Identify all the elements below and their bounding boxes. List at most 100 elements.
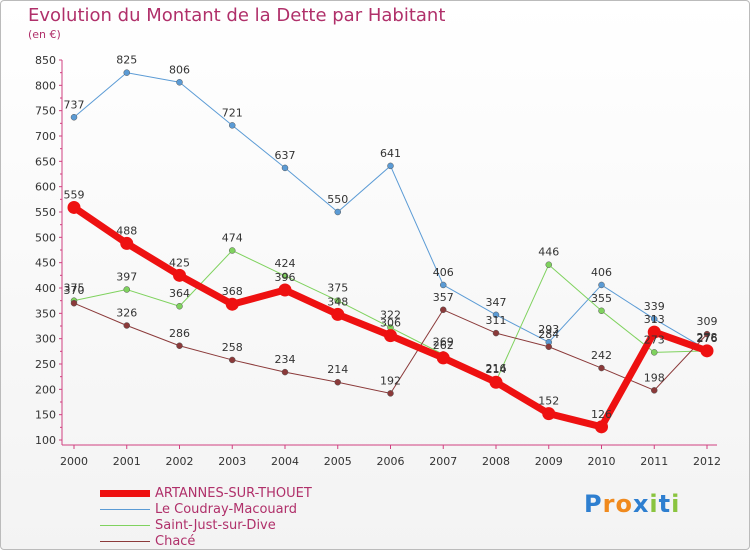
data-label: 825 bbox=[116, 54, 137, 67]
x-tick-label: 2002 bbox=[166, 455, 194, 468]
data-point bbox=[334, 378, 341, 386]
data-point bbox=[334, 208, 341, 216]
data-point bbox=[545, 343, 552, 351]
data-point bbox=[492, 311, 500, 319]
data-point bbox=[331, 307, 345, 321]
data-label: 311 bbox=[486, 314, 507, 327]
data-point bbox=[598, 364, 605, 372]
data-label: 322 bbox=[380, 309, 401, 322]
data-point bbox=[651, 315, 658, 323]
x-tick-label: 2001 bbox=[113, 455, 141, 468]
data-point bbox=[334, 297, 341, 304]
data-point bbox=[436, 351, 450, 365]
data-point bbox=[176, 302, 183, 310]
logo-letter: i bbox=[671, 490, 681, 518]
data-label: 214 bbox=[486, 363, 507, 376]
y-tick-label: 250 bbox=[35, 358, 56, 371]
data-label: 286 bbox=[169, 327, 190, 340]
data-label: 488 bbox=[116, 224, 137, 237]
data-point bbox=[281, 368, 289, 376]
data-point bbox=[281, 164, 289, 172]
data-label: 234 bbox=[275, 353, 296, 366]
data-label: 370 bbox=[64, 284, 85, 297]
data-label: 126 bbox=[591, 408, 612, 421]
x-tick-label: 2003 bbox=[218, 455, 246, 468]
y-tick-label: 450 bbox=[35, 257, 56, 270]
data-point bbox=[229, 247, 236, 254]
legend-label: Saint-Just-sur-Dive bbox=[155, 518, 276, 533]
y-tick-label: 600 bbox=[35, 181, 56, 194]
data-point bbox=[123, 322, 130, 329]
data-label: 269 bbox=[433, 335, 454, 348]
data-label: 347 bbox=[486, 296, 507, 309]
data-point bbox=[703, 330, 711, 338]
legend-label: Chacé bbox=[155, 534, 196, 549]
y-tick-label: 650 bbox=[35, 155, 56, 168]
legend-swatch bbox=[100, 541, 150, 542]
data-label: 396 bbox=[275, 271, 296, 284]
data-label: 242 bbox=[591, 349, 612, 362]
data-label: 368 bbox=[222, 285, 243, 298]
legend-swatch bbox=[100, 490, 150, 497]
x-tick-label: 2010 bbox=[588, 455, 616, 468]
y-tick-label: 350 bbox=[35, 307, 56, 320]
data-label: 364 bbox=[169, 287, 190, 300]
data-label: 721 bbox=[222, 106, 243, 119]
data-point bbox=[492, 329, 500, 337]
data-label: 424 bbox=[275, 257, 296, 270]
data-point bbox=[70, 299, 78, 307]
data-point bbox=[225, 297, 239, 311]
data-point bbox=[176, 342, 183, 350]
data-point bbox=[384, 329, 397, 343]
x-tick-label: 2005 bbox=[324, 455, 352, 468]
data-label: 216 bbox=[486, 362, 507, 375]
data-label: 425 bbox=[169, 256, 190, 269]
y-tick-label: 500 bbox=[35, 231, 56, 244]
logo-letter: t bbox=[658, 490, 672, 518]
x-tick-label: 2007 bbox=[429, 455, 457, 468]
data-label: 446 bbox=[538, 246, 559, 259]
data-point bbox=[440, 306, 447, 314]
data-label: 276 bbox=[697, 332, 718, 345]
data-point bbox=[387, 390, 394, 397]
x-tick-label: 2008 bbox=[482, 455, 510, 468]
data-label: 355 bbox=[591, 292, 612, 305]
data-point bbox=[281, 272, 289, 280]
data-label: 313 bbox=[644, 313, 665, 326]
logo-letter: i bbox=[649, 490, 659, 518]
data-point bbox=[120, 236, 134, 250]
y-tick-label: 400 bbox=[35, 282, 56, 295]
data-point bbox=[700, 344, 714, 358]
data-point bbox=[123, 286, 130, 293]
data-label: 397 bbox=[116, 271, 137, 284]
chart-title: Evolution du Montant de la Dette par Hab… bbox=[28, 5, 446, 26]
data-point bbox=[595, 420, 608, 434]
data-point bbox=[647, 325, 661, 339]
data-label: 641 bbox=[380, 147, 401, 160]
legend-swatch bbox=[100, 509, 150, 510]
data-point bbox=[598, 281, 605, 289]
data-label: 306 bbox=[380, 317, 401, 330]
y-tick-label: 550 bbox=[35, 206, 56, 219]
y-tick-label: 800 bbox=[35, 79, 56, 92]
data-label: 152 bbox=[538, 395, 559, 408]
chart-subtitle: (en €) bbox=[28, 28, 61, 41]
data-label: 276 bbox=[697, 332, 718, 345]
data-point bbox=[70, 114, 78, 121]
data-label: 198 bbox=[644, 371, 665, 384]
data-point bbox=[176, 79, 183, 86]
data-label: 339 bbox=[644, 300, 665, 313]
y-tick-label: 200 bbox=[35, 383, 56, 396]
legend-swatch bbox=[100, 525, 150, 526]
data-point bbox=[173, 268, 186, 282]
y-tick-label: 100 bbox=[35, 434, 56, 447]
data-label: 406 bbox=[433, 266, 454, 279]
legend-label: Le Coudray-Macouard bbox=[155, 502, 297, 517]
data-label: 326 bbox=[116, 306, 137, 319]
data-point bbox=[651, 387, 658, 394]
x-tick-label: 2006 bbox=[377, 455, 405, 468]
data-label: 284 bbox=[538, 328, 559, 341]
data-label: 273 bbox=[644, 333, 665, 346]
data-label: 357 bbox=[433, 291, 454, 304]
